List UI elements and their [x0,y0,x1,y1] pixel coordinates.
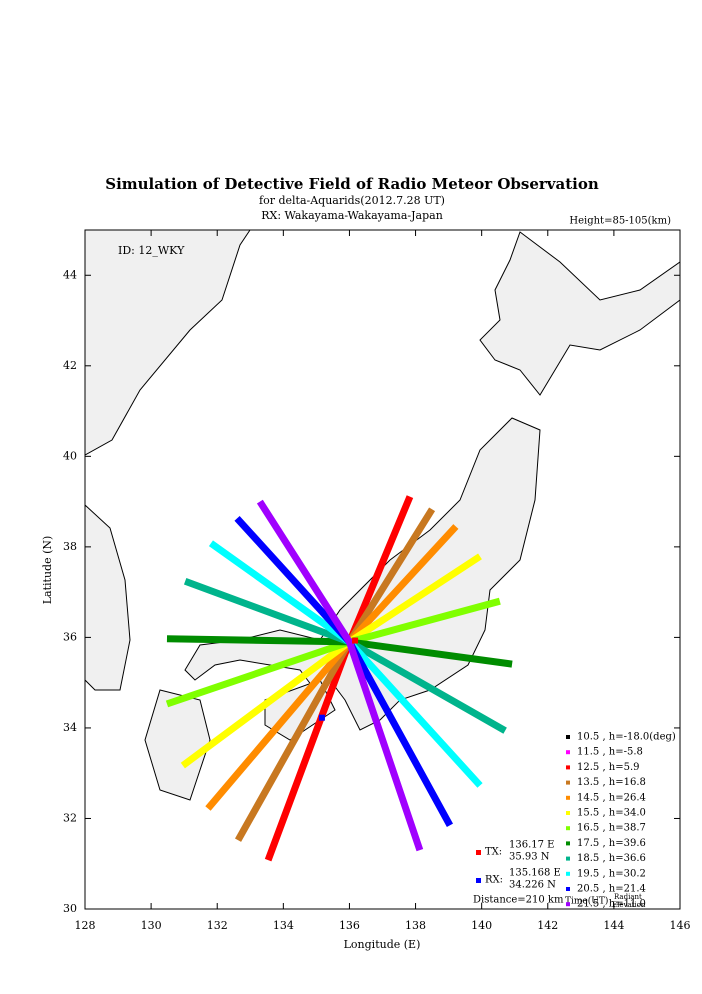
legend-title: Time(UT) [565,896,608,907]
y-tick-label: 42 [63,359,77,372]
y-tick-label: 44 [63,268,77,281]
y-tick-label: 34 [63,721,77,734]
y-tick-label: 32 [63,811,77,824]
x-tick-label: 128 [75,919,96,932]
x-tick-label: 142 [537,919,558,932]
station-lon: 136.17 E [509,840,554,851]
distance-label: Distance=210 km [473,895,564,906]
legend-label: 13.5 , h=16.8 [577,777,646,788]
station-name: RX: [485,875,503,886]
legend-note: Elevation [612,901,646,909]
legend-swatch [566,826,570,831]
legend-swatch [566,750,570,755]
legend-label: 15.5 , h=34.0 [577,808,646,819]
station-lat: 34.226 N [509,880,556,891]
chart-title: Simulation of Detective Field of Radio M… [105,175,599,193]
station-marker [318,714,325,721]
x-axis-label: Longitude (E) [344,938,421,951]
legend-swatch [476,850,481,855]
x-tick-label: 130 [141,919,162,932]
station-marker [352,637,359,644]
legend-swatch [566,887,570,891]
legend-label: 20.5 , h=21.4 [577,884,646,895]
subtitle: for delta-Aquarids(2012.7.28 UT) [259,194,445,207]
legend-label: 10.5 , h=-18.0(deg) [577,732,676,743]
legend-swatch [476,878,481,883]
y-tick-label: 40 [63,449,77,462]
y-tick-label: 36 [63,630,77,643]
hokkaido [479,231,681,396]
x-tick-label: 132 [207,919,228,932]
legend-swatch [566,811,570,815]
legend-note: Radiant [614,893,642,901]
station-lon: 135.168 E [509,868,561,879]
korea [84,503,131,691]
legend-label: 11.5 , h=-5.8 [577,747,643,758]
legend-swatch [566,841,570,846]
meteor-track [256,499,424,852]
x-tick-label: 134 [273,919,294,932]
height-label: Height=85-105(km) [569,216,671,227]
y-axis-label: Latitude (N) [41,536,54,605]
legend-swatch [566,871,570,876]
x-tick-label: 136 [339,919,360,932]
station-lat: 35.93 N [509,852,550,863]
legend-swatch [566,735,570,739]
legend-swatch [566,780,570,785]
x-tick-label: 140 [471,919,492,932]
legend-label: 18.5 , h=36.6 [577,853,646,864]
legend-label: 17.5 , h=39.6 [577,838,646,849]
x-tick-label: 138 [405,919,426,932]
legend-label: 14.5 , h=26.4 [577,792,646,803]
station-name: TX: [485,847,502,858]
kyushu [144,689,211,801]
legend-swatch [566,902,570,907]
legend-label: 19.5 , h=30.2 [577,868,646,879]
subtitle: RX: Wakayama-Wakayama-Japan [261,209,443,222]
legend-swatch [566,765,570,770]
x-tick-label: 146 [670,919,691,932]
id-label: ID: 12_WKY [118,244,185,257]
legend-label: 21.5 , h=11.0 [577,899,646,910]
y-tick-label: 38 [63,540,77,553]
legend-swatch [566,795,570,800]
x-tick-label: 144 [603,919,624,932]
y-tick-label: 30 [63,902,77,915]
legend-label: 12.5 , h=5.9 [577,762,640,773]
legend-label: 16.5 , h=38.7 [577,823,646,834]
continent [84,229,251,456]
plot-frame [84,229,681,910]
legend-swatch [566,856,570,861]
